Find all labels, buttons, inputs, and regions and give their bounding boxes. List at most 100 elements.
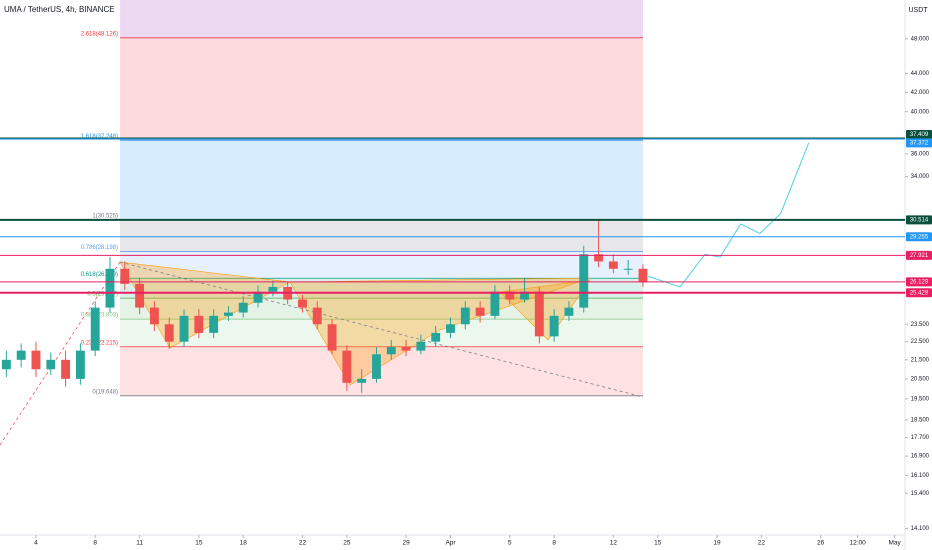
x-tick-label: 29 — [402, 540, 410, 547]
y-tick-label: 36.000 — [911, 151, 930, 157]
y-tick-label: 16.900 — [911, 454, 930, 460]
x-tick-label: 8 — [552, 540, 556, 547]
candle-body — [268, 286, 278, 292]
candle-body — [357, 378, 367, 383]
candle-body — [431, 332, 441, 342]
candle-body — [579, 254, 589, 308]
candle-body — [505, 291, 515, 300]
fib-label: 0.618(26.370) — [81, 272, 118, 278]
y-tick-label: 18.500 — [911, 417, 930, 423]
y-tick-label: 34.000 — [911, 174, 930, 180]
candle-body — [209, 315, 219, 333]
candle-body — [386, 347, 396, 355]
candle-body — [75, 350, 85, 379]
y-tick-label: 14.100 — [911, 526, 930, 532]
price-tag — [906, 129, 932, 139]
x-tick-label: 12 — [610, 540, 618, 547]
y-tick-label: 44.000 — [911, 71, 930, 77]
candle-body — [31, 350, 41, 370]
fib-band — [120, 219, 643, 252]
x-tick-label: 22 — [299, 540, 307, 547]
fib-label: 0.786(28.198) — [81, 245, 118, 251]
fib-label: 0.5(25.087) — [87, 292, 118, 298]
candle-body — [312, 307, 322, 325]
candle-body — [638, 268, 648, 283]
candle-body — [1, 359, 11, 370]
x-tick-label: Apr — [445, 540, 456, 547]
candle-body — [520, 291, 529, 300]
candle-body — [372, 354, 381, 379]
x-tick-label: 15 — [654, 540, 662, 547]
candle-body — [475, 307, 485, 316]
candle-body — [342, 350, 352, 383]
x-tick-label: 18 — [240, 540, 248, 547]
candle-body — [327, 324, 337, 351]
y-tick-label: 22.500 — [911, 339, 930, 345]
y-tick-label: 15.400 — [911, 491, 930, 497]
candle-body — [164, 324, 174, 342]
y-tick-label: 20.500 — [911, 376, 930, 382]
x-tick-label: 19 — [713, 540, 721, 547]
candle-body — [179, 315, 189, 342]
x-tick-label: 15 — [195, 540, 203, 547]
candle-body — [446, 324, 455, 333]
y-tick-label: 48.000 — [911, 36, 930, 42]
candle-body — [120, 268, 130, 284]
candle-body — [194, 315, 204, 333]
x-tick-label: 26 — [817, 540, 825, 547]
price-tag — [906, 288, 932, 298]
candle-body — [490, 291, 500, 316]
candle-body — [90, 307, 100, 351]
pattern-shape — [289, 277, 591, 386]
candle-body — [223, 312, 233, 316]
candle-body — [460, 307, 470, 325]
chart-title: UMA / TetherUS, 4h, BINANCE — [4, 5, 115, 14]
x-tick-label: May — [888, 540, 901, 547]
x-tick-label: 5 — [508, 540, 512, 547]
price-tag — [906, 232, 932, 242]
candle-body — [608, 261, 618, 269]
y-tick-label: 40.000 — [911, 109, 930, 115]
price-tag — [906, 250, 932, 260]
candle-body — [564, 307, 574, 316]
fib-label: 1.618(37.248) — [81, 134, 118, 140]
price-tag-label: 30.514 — [910, 217, 929, 223]
y-tick-label: 19.500 — [911, 396, 930, 402]
candle-body — [46, 359, 56, 370]
fib-label: 0(19.648) — [92, 389, 118, 395]
price-tag-label: 29.255 — [910, 234, 929, 240]
candle-body — [105, 268, 115, 308]
candle-body — [149, 307, 159, 325]
candle-body — [253, 291, 263, 303]
trend-line — [119, 261, 644, 398]
price-tag — [906, 138, 932, 148]
currency-label: USDT — [908, 7, 928, 14]
x-tick-label: 8 — [93, 540, 97, 547]
y-tick-label: 16.100 — [911, 473, 930, 479]
fib-label: 1(30.525) — [92, 213, 118, 219]
candle-body — [61, 359, 71, 379]
fib-band — [120, 346, 643, 396]
price-tag-label: 25.428 — [910, 290, 929, 296]
y-tick-label: 21.500 — [911, 357, 930, 363]
x-tick-label: 25 — [343, 540, 351, 547]
candle-body — [16, 350, 26, 360]
fib-label: 2.618(48.126) — [81, 31, 118, 37]
candle-body — [549, 315, 559, 337]
price-tag-label: 26.129 — [910, 279, 929, 285]
price-tag — [906, 215, 932, 225]
x-tick-label: 12:00 — [849, 540, 866, 547]
y-tick-label: 23.500 — [911, 322, 930, 328]
y-tick-label: 42.000 — [911, 90, 930, 96]
candle-body — [135, 283, 145, 308]
price-tag-label: 37.372 — [910, 140, 929, 146]
candle-body — [594, 254, 603, 262]
x-tick-label: 11 — [136, 540, 143, 547]
price-tag-label: 27.921 — [910, 253, 929, 259]
fib-band — [120, 37, 643, 141]
candle-body — [416, 341, 426, 351]
candle-body — [534, 291, 544, 337]
x-tick-label: 4 — [34, 540, 38, 547]
